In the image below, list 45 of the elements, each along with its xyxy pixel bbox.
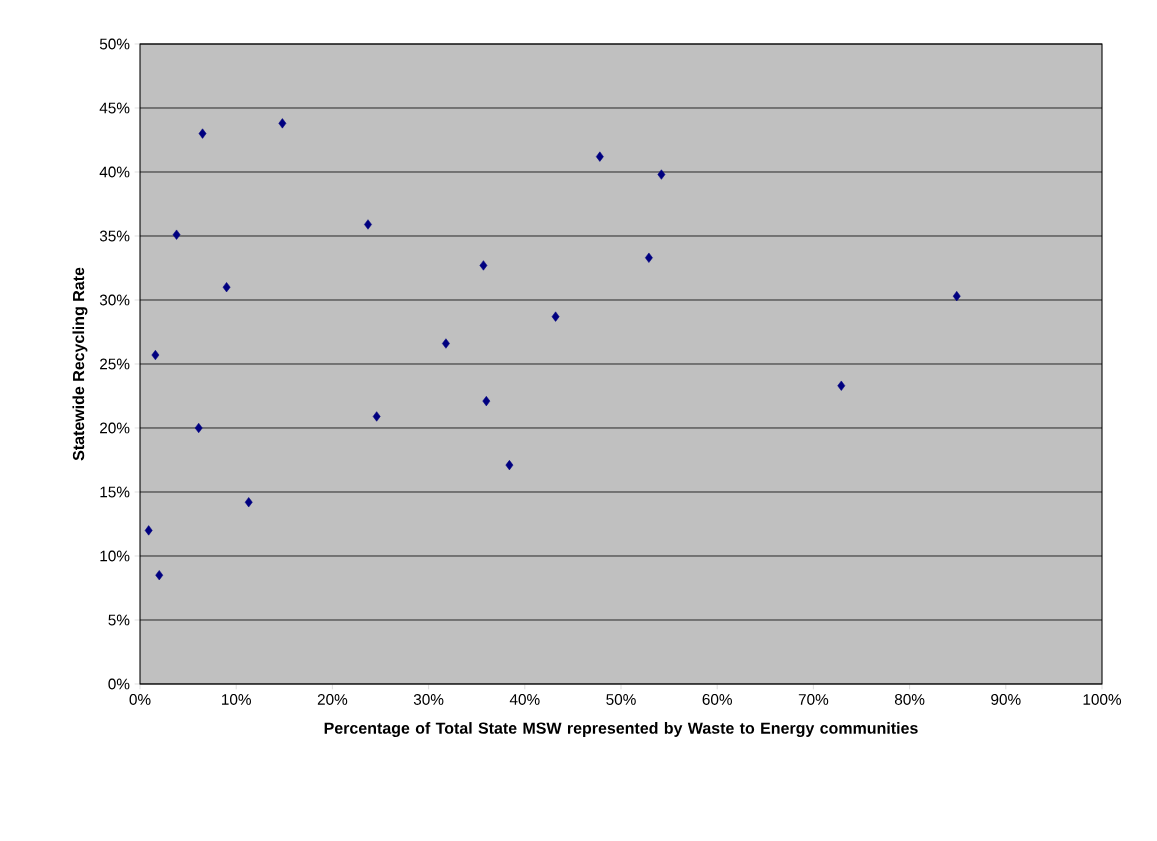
point [198,128,207,139]
point [372,411,381,422]
point [645,252,653,263]
x-tick-label: 70% [798,694,829,705]
x-tick-label: 50% [606,694,636,705]
y-tick-label: 20% [100,422,130,434]
x-tick-label: 90% [991,694,1021,705]
y-tick-label: 5% [108,614,130,626]
point [155,570,164,581]
x-tick-label: 40% [509,694,540,705]
x-tick-label: 20% [317,694,348,705]
point [657,169,666,180]
y-tick-label: 50% [99,38,130,50]
point [479,260,488,271]
y-tick-label: 0% [108,678,130,690]
point [505,460,514,471]
point [144,525,153,536]
point [278,118,287,129]
point [194,422,203,434]
point [364,219,372,230]
x-tick-label: 100% [1083,694,1122,705]
x-tick-label: 80% [894,694,925,705]
y-tick-label: 40% [99,166,130,178]
point [551,311,560,322]
point [595,151,604,162]
y-tick-label: 25% [100,358,130,370]
x-tick-label: 10% [222,694,251,705]
point [151,349,160,361]
point [952,291,961,302]
y-tick-label: 35% [99,230,130,242]
y-tick-label: 15% [100,486,130,498]
point [837,380,846,391]
point [172,229,181,240]
x-axis-title: Percentage of Total State MSW represented by Waste to Energy communities [324,722,918,738]
x-tick-label: 0% [129,694,151,705]
point [222,282,231,293]
y-tick-label: 45% [99,102,130,114]
y-axis-title: Statewide Recycling Rate [72,267,88,461]
x-tick-label: 60% [702,694,732,705]
x-tick-label: 30% [413,694,444,705]
y-tick-label: 30% [99,294,130,306]
y-tick-label: 10% [100,550,130,562]
point [482,396,491,407]
point [442,338,450,349]
point [244,497,253,508]
